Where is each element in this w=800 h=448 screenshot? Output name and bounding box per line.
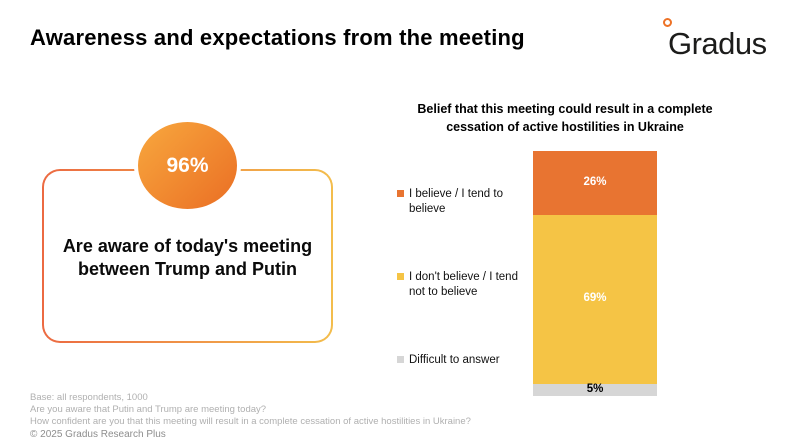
stat-circle: 96% — [134, 118, 241, 213]
legend-swatch-difficult — [397, 356, 404, 363]
chart-title-line1: Belief that this meeting could result in… — [417, 102, 713, 116]
bar-segment-dont-believe: 69% — [533, 214, 657, 384]
segment-value-label: 26% — [583, 176, 607, 189]
legend-swatch-believe — [397, 190, 404, 197]
legend-item-dont-believe: I don't believe / I tend not to believe — [397, 270, 535, 300]
legend-swatch-dont-believe — [397, 273, 404, 280]
logo-ring-icon — [663, 18, 672, 27]
copyright: © 2025 Gradus Research Plus — [30, 429, 166, 440]
logo-text: Gradus — [668, 26, 767, 61]
stacked-bar: 26% 69% 5% — [533, 151, 657, 396]
chart-title-line2: cessation of active hostilities in Ukrai… — [446, 120, 684, 135]
legend-item-difficult: Difficult to answer — [397, 353, 535, 368]
footer-base-line: Base: all respondents, 1000 — [30, 392, 148, 403]
footer-question-1: Are you aware that Putin and Trump are m… — [30, 403, 267, 415]
bar-segment-believe: 26% — [533, 151, 657, 215]
footer-notes: Base: all respondents, 1000 Are you awar… — [30, 392, 471, 428]
segment-value-label: 5% — [586, 383, 604, 396]
stat-value: 96% — [166, 153, 209, 177]
legend-label-believe: I believe / I tend to believe — [409, 188, 503, 215]
legend-label-difficult: Difficult to answer — [409, 354, 500, 366]
gradus-logo: Gradus — [655, 14, 775, 62]
page-title: Awareness and expectations from the meet… — [30, 25, 525, 50]
awareness-card-text: Are aware of today's meeting between Tru… — [62, 236, 313, 280]
legend-item-believe: I believe / I tend to believe — [397, 187, 535, 217]
legend-label-dont-believe: I don't believe / I tend not to believe — [409, 271, 518, 298]
footer-question-2: How confident are you that this meeting … — [30, 415, 471, 427]
bar-segment-difficult: 5% — [533, 384, 657, 396]
chart-title: Belief that this meeting could result in… — [396, 100, 734, 136]
segment-value-label: 69% — [583, 292, 607, 305]
